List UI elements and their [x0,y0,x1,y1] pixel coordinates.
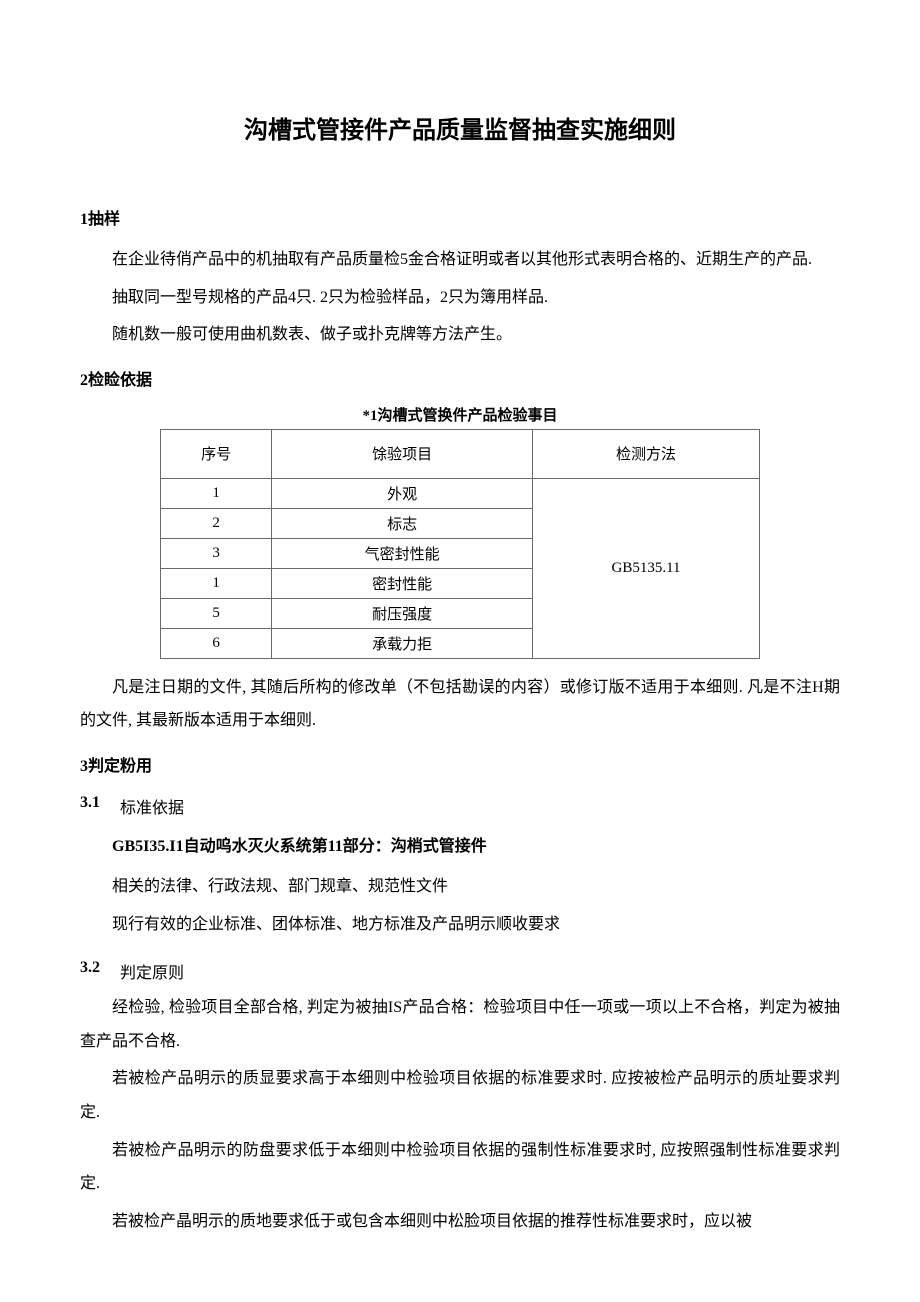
col-header-seq: 序号 [161,429,272,478]
section3-1-para1: 相关的法律、行政法规、部门规章、规范性文件 [80,870,840,904]
cell-seq: 5 [161,598,272,628]
section2-heading: 2检睑依据 [80,366,840,390]
cell-seq: 3 [161,538,272,568]
document-title: 沟槽式管接件产品质量监督抽查实施细则 [80,110,840,145]
cell-seq: 1 [161,568,272,598]
subsection-3-1: 3.1 标准依据 [80,794,840,818]
section3-1-para2: 现行有效的企业标准、团体标准、地方标准及产品明示顺收要求 [80,908,840,942]
cell-item: 承载力拒 [272,628,533,658]
standard-reference: GB5I35.I1自动呜水灭火系统第11部分：沟梢式管接件 [80,832,840,856]
subsection-title: 判定原则 [120,959,184,983]
section1-para1: 在企业待俏产品中的机抽取有产品质量检5金合格证明或者以其他形式表明合格的、近期生… [80,243,840,277]
col-header-item: 馀验项目 [272,429,533,478]
section2-after-para: 凡是注日期的文件, 其随后所构的修改单（不包括勘误的内容）或修订版不适用于本细则… [80,671,840,738]
section3-2-para2: 若被检产品明示的质显要求高于本细则中检验项目依据的标准要求时. 应按被检产品明示… [80,1062,840,1129]
section3-heading: 3判定粉用 [80,752,840,776]
cell-seq: 2 [161,508,272,538]
cell-item: 标志 [272,508,533,538]
cell-item: 外观 [272,478,533,508]
subsection-title: 标准依据 [120,794,184,818]
cell-item: 密封性能 [272,568,533,598]
section1-para2: 抽取同一型号规格的产品4只. 2只为检验样品，2只为簿用样品. [80,281,840,315]
inspection-table: 序号 馀验项目 检测方法 1 外观 GB5135.11 2 标志 3 气密封性能… [160,429,760,659]
section1-heading: 1抽样 [80,205,840,229]
cell-method: GB5135.11 [533,478,760,658]
subsection-number: 3.2 [80,959,120,983]
document-page: 沟槽式管接件产品质量监督抽查实施细则 1抽样 在企业待俏产品中的机抽取有产品质量… [0,0,920,1302]
subsection-3-2: 3.2 判定原则 [80,959,840,983]
section1-para3: 随机数一般可使用曲机数表、做子或扑克牌等方法产生。 [80,318,840,352]
table-caption: *1沟槽式管换件产品检验事目 [80,404,840,425]
col-header-method: 检测方法 [533,429,760,478]
section3-2-para4: 若被检产晶明示的质地要求低于或包含本细则中松脸项目依据的推荐性标准要求时，应以被 [80,1205,840,1239]
cell-item: 气密封性能 [272,538,533,568]
section3-2-para1: 经检验, 检验项目全部合格, 判定为被抽IS产品合格：检验项目中任一项或一项以上… [80,991,840,1058]
cell-item: 耐压强度 [272,598,533,628]
section3-2-para3: 若被检产品明示的防盘要求低于本细则中检验项目依据的强制性标准要求时, 应按照强制… [80,1134,840,1201]
subsection-number: 3.1 [80,794,120,818]
cell-seq: 6 [161,628,272,658]
table-header-row: 序号 馀验项目 检测方法 [161,429,760,478]
table-row: 1 外观 GB5135.11 [161,478,760,508]
cell-seq: 1 [161,478,272,508]
